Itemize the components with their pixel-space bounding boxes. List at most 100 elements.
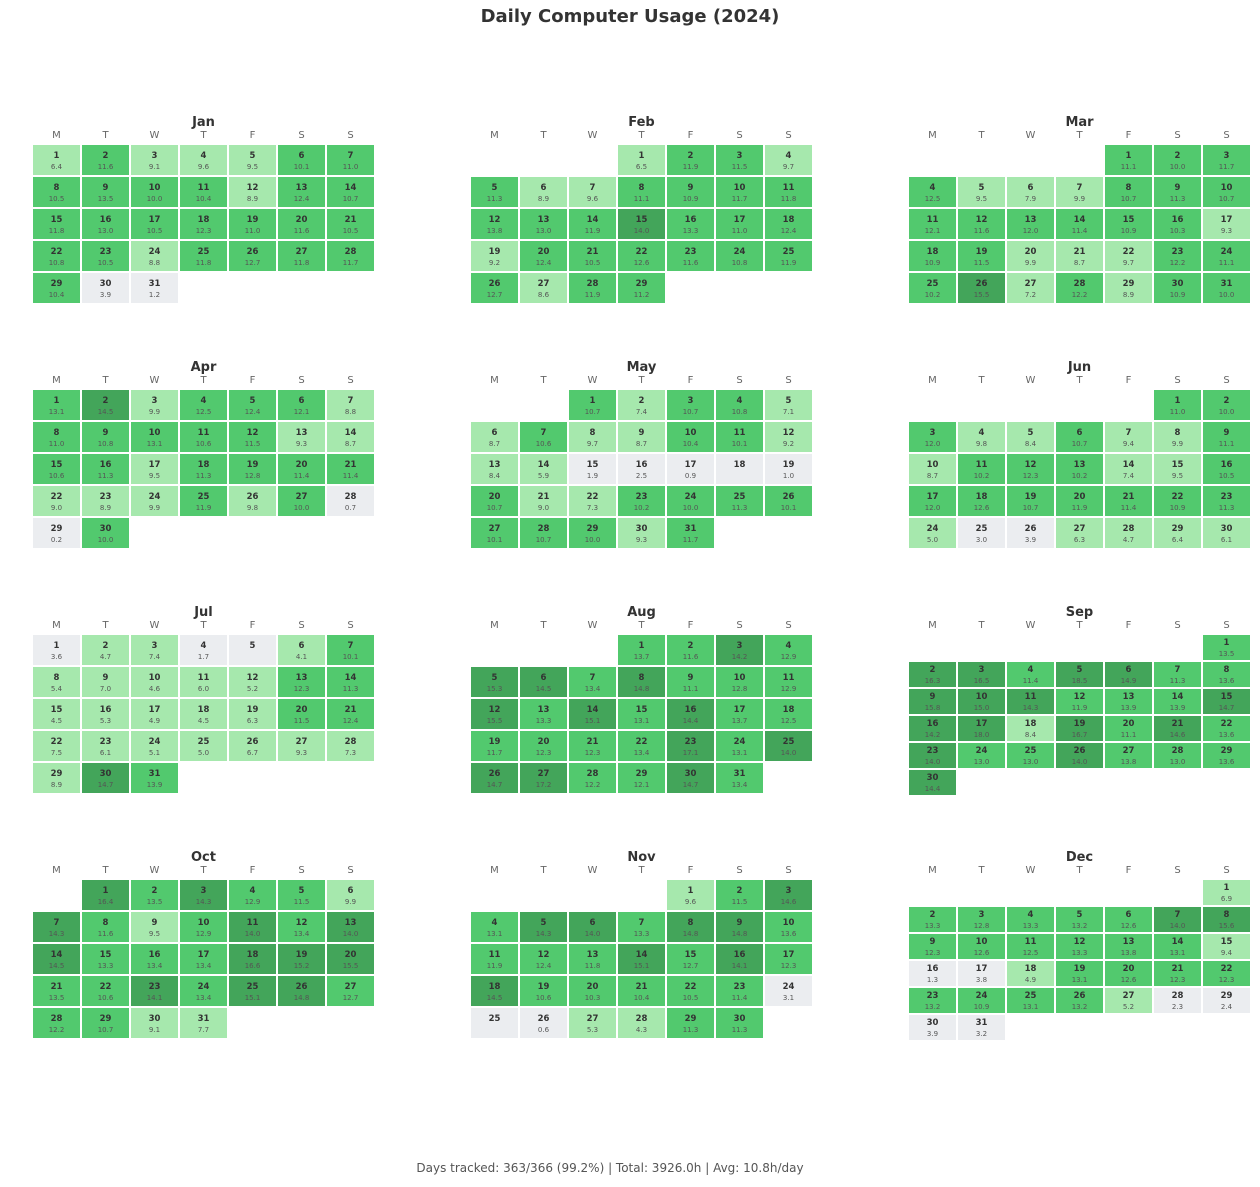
- hours-value: 6.7: [246, 749, 259, 757]
- day-number: 3: [736, 641, 743, 651]
- weekday-label: F: [249, 130, 256, 141]
- day-number: 20: [295, 215, 308, 225]
- hours-value: 9.0: [537, 504, 550, 512]
- day-cell: 17 0.9: [667, 454, 714, 484]
- day-cell: 8 11.0: [33, 422, 80, 452]
- hours-value: 15.1: [244, 994, 261, 1002]
- day-cell: 11 14.0: [229, 912, 276, 942]
- day-cell: 2 10.0: [1203, 390, 1250, 420]
- day-number: 26: [488, 769, 501, 779]
- hours-value: 13.3: [682, 227, 699, 235]
- day-number: 16: [926, 964, 939, 974]
- day-cell: 23 10.5: [82, 241, 129, 271]
- day-cell: 10 13.1: [131, 422, 178, 452]
- hours-value: 13.3: [1022, 922, 1039, 930]
- day-number: 6: [1027, 183, 1034, 193]
- hours-value: 16.6: [244, 962, 261, 970]
- hours-value: 12.8: [973, 922, 990, 930]
- hours-value: 11.9: [682, 163, 699, 171]
- day-number: 17: [733, 705, 746, 715]
- hours-value: 11.7: [731, 195, 748, 203]
- hours-value: 12.6: [1120, 922, 1137, 930]
- day-number: 6: [540, 673, 547, 683]
- hours-value: 12.4: [342, 717, 359, 725]
- hours-value: 1.7: [197, 653, 210, 661]
- weekday-label: T: [102, 130, 109, 141]
- day-number: 28: [344, 492, 357, 502]
- day-cell: 9 12.3: [909, 934, 956, 959]
- day-number: 9: [151, 918, 158, 928]
- hours-value: 16.5: [973, 677, 990, 685]
- day-number: 10: [926, 460, 939, 470]
- day-cell: 4 12.9: [229, 880, 276, 910]
- hours-value: 4.5: [197, 717, 210, 725]
- day-cell: 11 10.6: [180, 422, 227, 452]
- hours-value: 14.3: [48, 930, 65, 938]
- hours-value: 11.3: [486, 195, 503, 203]
- day-number: 12: [246, 673, 259, 683]
- day-cell: 6 14.0: [569, 912, 616, 942]
- day-number: 13: [1024, 215, 1037, 225]
- hours-value: 10.9: [973, 1003, 990, 1011]
- day-number: 20: [537, 247, 550, 257]
- day-cell: 14 11.3: [327, 667, 374, 697]
- day-number: 2: [638, 396, 645, 406]
- weekday-label: M: [52, 375, 61, 386]
- day-number: 2: [102, 396, 109, 406]
- day-number: 9: [687, 183, 694, 193]
- day-cell: 6 12.6: [1105, 907, 1152, 932]
- hours-value: 10.6: [195, 440, 212, 448]
- day-number: 30: [99, 769, 112, 779]
- day-cell: 25 5.0: [180, 731, 227, 761]
- day-number: 23: [684, 737, 697, 747]
- day-cell: 20 10.7: [471, 486, 518, 516]
- weekday-label: W: [1025, 130, 1036, 141]
- day-cell: 7 9.6: [569, 177, 616, 207]
- day-number: 24: [684, 492, 697, 502]
- weekday-label: M: [490, 375, 499, 386]
- weekday-label: F: [1125, 375, 1132, 386]
- day-number: 17: [148, 705, 161, 715]
- day-number: 11: [926, 215, 939, 225]
- weekday-label: S: [347, 620, 354, 631]
- hours-value: 10.9: [1169, 291, 1186, 299]
- hours-value: 7.3: [586, 504, 599, 512]
- hours-value: 11.0: [244, 227, 261, 235]
- hours-value: 14.5: [535, 685, 552, 693]
- day-number: 4: [785, 641, 792, 651]
- day-cell: 20 12.6: [1105, 961, 1152, 986]
- hours-value: 9.3: [1220, 227, 1233, 235]
- day-cell: 30 11.3: [716, 1008, 763, 1038]
- day-cell: 15 13.1: [618, 699, 665, 729]
- day-number: 16: [1171, 215, 1184, 225]
- hours-value: 13.5: [48, 994, 65, 1002]
- hours-value: 7.5: [50, 749, 63, 757]
- day-number: 23: [926, 991, 939, 1001]
- day-number: 31: [1220, 279, 1233, 289]
- hours-value: 13.1: [1071, 976, 1088, 984]
- day-cell: 8 11.1: [618, 177, 665, 207]
- day-cell: 24 13.0: [958, 743, 1005, 768]
- hours-value: 10.1: [731, 440, 748, 448]
- hours-value: 12.2: [1169, 259, 1186, 267]
- day-number: 8: [53, 183, 60, 193]
- day-cell: 24 10.8: [716, 241, 763, 271]
- day-cell: 1 11.1: [1105, 145, 1152, 175]
- day-cell: 17 12.3: [765, 944, 812, 974]
- weekday-label: T: [978, 130, 985, 141]
- day-cell: 28 10.7: [520, 518, 567, 548]
- day-cell: 10 13.6: [765, 912, 812, 942]
- day-cell: 23 11.4: [716, 976, 763, 1006]
- day-number: 22: [1220, 964, 1233, 974]
- hours-value: 12.3: [535, 749, 552, 757]
- day-cell: 7 14.0: [1154, 907, 1201, 932]
- weekday-label: W: [149, 130, 160, 141]
- hours-value: 10.4: [682, 440, 699, 448]
- day-number: 6: [298, 641, 305, 651]
- day-number: 9: [1174, 183, 1181, 193]
- day-cell: 1 11.0: [1154, 390, 1201, 420]
- day-number: 25: [1024, 746, 1037, 756]
- day-cell: 26 9.8: [229, 486, 276, 516]
- hours-value: 12.5: [195, 408, 212, 416]
- hours-value: 14.9: [1120, 677, 1137, 685]
